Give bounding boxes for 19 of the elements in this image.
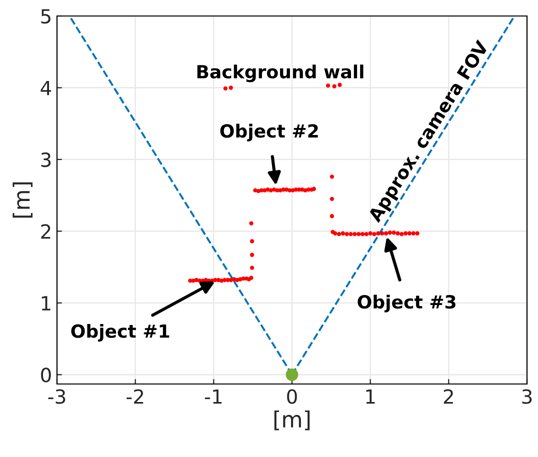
- y-tick-label: 5: [41, 9, 50, 24]
- y-tick-label: 4: [40, 80, 52, 96]
- y-tick-label: 2: [41, 224, 50, 239]
- y-tick-label: 1: [42, 296, 50, 310]
- annotation: Object #1: [71, 324, 170, 342]
- x-axis-title: [m]: [274, 410, 310, 430]
- x-tick-label: -1: [204, 389, 222, 404]
- x-tick-label: 1: [366, 389, 375, 404]
- x-tick-label: 3: [522, 389, 532, 404]
- y-tick-label: 3: [41, 152, 51, 168]
- x-tick-label: 2: [444, 389, 453, 404]
- x-tick-label: 0: [287, 389, 297, 404]
- annotation: Object #3: [358, 294, 456, 312]
- annotation: Background wall: [197, 64, 364, 82]
- annotation: Object #2: [220, 124, 318, 142]
- x-tick-label: -3: [48, 389, 66, 404]
- x-tick-label: -2: [126, 389, 144, 404]
- y-tick-label: 0: [41, 368, 51, 382]
- y-axis-title: [m]: [12, 182, 33, 218]
